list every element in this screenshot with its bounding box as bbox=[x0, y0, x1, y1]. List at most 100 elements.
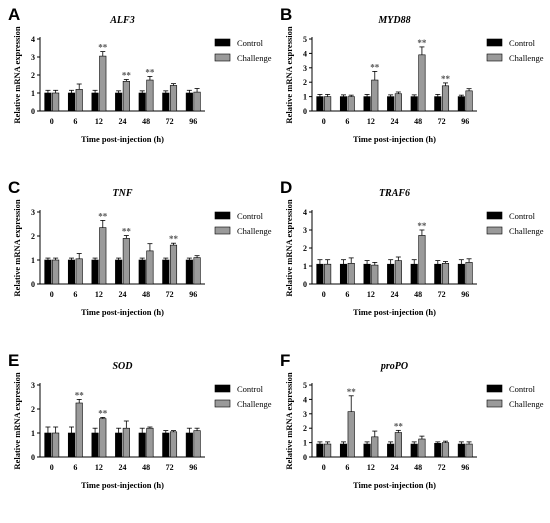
chart-title: ALF3 bbox=[109, 15, 134, 26]
control-bar-6h bbox=[67, 259, 76, 285]
x-tick-label: 48 bbox=[414, 117, 422, 126]
significance-marker: ** bbox=[122, 71, 132, 81]
significance-marker: ** bbox=[145, 67, 155, 77]
x-tick-label: 72 bbox=[438, 463, 446, 472]
x-tick-label: 48 bbox=[142, 463, 150, 472]
control-bar-48h bbox=[410, 96, 418, 112]
y-axis-label: Relative mRNA expression bbox=[284, 26, 294, 123]
control-bar-72h bbox=[162, 432, 170, 458]
challenge-bar-48h bbox=[418, 235, 426, 285]
challenge-bar-24h bbox=[122, 81, 130, 112]
x-tick-label: 24 bbox=[119, 463, 127, 472]
challenge-bar-0h bbox=[324, 443, 332, 458]
panel-label: D bbox=[280, 178, 292, 197]
y-tick-label: 0 bbox=[303, 453, 307, 462]
y-tick-label: 2 bbox=[31, 71, 35, 80]
x-tick-label: 48 bbox=[142, 290, 150, 299]
control-bar-72h bbox=[162, 92, 170, 112]
x-tick-label: 96 bbox=[189, 117, 197, 126]
legend-swatch-challenge bbox=[214, 226, 231, 235]
challenge-bar-6h bbox=[75, 402, 83, 458]
x-tick-label: 12 bbox=[95, 290, 103, 299]
challenge-bar-48h bbox=[418, 438, 426, 458]
control-bar-6h bbox=[339, 263, 348, 285]
control-bar-96h bbox=[457, 96, 465, 112]
y-tick-label: 3 bbox=[303, 64, 307, 73]
challenge-bar-12h bbox=[99, 418, 107, 458]
control-bar-72h bbox=[434, 263, 442, 285]
x-axis-label: Time post-injection (h) bbox=[353, 134, 436, 144]
x-axis-label: Time post-injection (h) bbox=[81, 134, 164, 144]
y-tick-label: 1 bbox=[31, 256, 35, 265]
x-tick-label: 6 bbox=[73, 117, 77, 126]
control-bar-24h bbox=[115, 259, 123, 285]
legend-swatch-control bbox=[486, 384, 503, 393]
x-tick-label: 96 bbox=[461, 290, 469, 299]
challenge-bar-96h bbox=[465, 443, 473, 458]
control-bar-0h bbox=[44, 259, 52, 285]
panel-label: C bbox=[8, 178, 20, 197]
x-tick-label: 48 bbox=[414, 290, 422, 299]
challenge-bar-72h bbox=[441, 85, 450, 112]
y-tick-label: 1 bbox=[303, 93, 307, 102]
x-tick-label: 12 bbox=[367, 117, 375, 126]
significance-marker: ** bbox=[417, 38, 427, 48]
control-bar-6h bbox=[339, 443, 348, 458]
significance-marker: ** bbox=[75, 390, 85, 400]
y-tick-label: 2 bbox=[31, 405, 35, 414]
challenge-bar-6h bbox=[347, 411, 355, 458]
control-bar-6h bbox=[339, 96, 348, 112]
challenge-bar-48h bbox=[146, 79, 154, 112]
legend-label-control: Control bbox=[509, 211, 536, 221]
legend-label-challenge: Challenge bbox=[237, 226, 272, 236]
significance-marker: ** bbox=[122, 227, 132, 237]
control-bar-96h bbox=[185, 432, 193, 458]
control-bar-72h bbox=[162, 259, 170, 285]
legend-label-challenge: Challenge bbox=[509, 53, 544, 63]
control-bar-48h bbox=[410, 263, 418, 285]
y-tick-label: 1 bbox=[303, 262, 307, 271]
control-bar-96h bbox=[457, 263, 465, 285]
challenge-bar-6h bbox=[347, 96, 355, 112]
x-tick-label: 6 bbox=[345, 463, 349, 472]
challenge-bar-0h bbox=[324, 96, 332, 112]
control-bar-0h bbox=[44, 432, 52, 458]
control-bar-0h bbox=[316, 443, 324, 458]
x-tick-label: 72 bbox=[166, 463, 174, 472]
control-bar-72h bbox=[434, 96, 442, 112]
y-tick-label: 0 bbox=[31, 107, 35, 116]
y-tick-label: 1 bbox=[31, 89, 35, 98]
control-bar-12h bbox=[363, 443, 371, 458]
x-tick-label: 48 bbox=[414, 463, 422, 472]
challenge-bar-96h bbox=[193, 91, 201, 112]
challenge-bar-12h bbox=[371, 79, 379, 112]
legend-label-control: Control bbox=[509, 384, 536, 394]
challenge-bar-24h bbox=[394, 93, 402, 112]
y-tick-label: 2 bbox=[303, 244, 307, 253]
x-axis-label: Time post-injection (h) bbox=[81, 480, 164, 490]
legend-label-control: Control bbox=[237, 38, 264, 48]
panel-label: F bbox=[280, 351, 290, 370]
challenge-bar-48h bbox=[146, 250, 154, 285]
legend-swatch-control bbox=[486, 211, 503, 220]
chart-title: proPO bbox=[380, 361, 408, 372]
control-bar-72h bbox=[434, 443, 442, 458]
significance-marker: ** bbox=[441, 74, 451, 84]
legend-swatch-challenge bbox=[486, 226, 503, 235]
y-axis-label: Relative mRNA expression bbox=[284, 372, 294, 469]
y-tick-label: 0 bbox=[303, 280, 307, 289]
x-tick-label: 12 bbox=[95, 463, 103, 472]
challenge-bar-12h bbox=[371, 436, 379, 458]
control-bar-48h bbox=[138, 259, 146, 285]
x-tick-label: 72 bbox=[438, 290, 446, 299]
legend-swatch-challenge bbox=[486, 53, 503, 62]
y-tick-label: 3 bbox=[31, 208, 35, 217]
control-bar-24h bbox=[387, 96, 395, 112]
legend-swatch-challenge bbox=[214, 399, 231, 408]
y-tick-label: 2 bbox=[303, 424, 307, 433]
control-bar-96h bbox=[457, 443, 465, 458]
x-tick-label: 12 bbox=[367, 290, 375, 299]
